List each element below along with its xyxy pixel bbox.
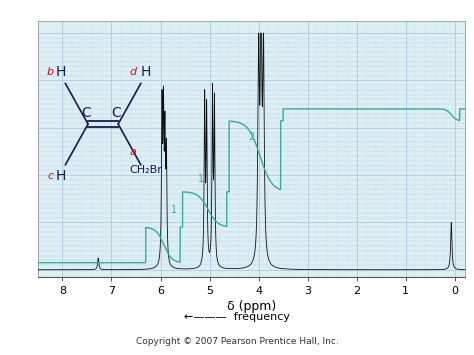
Text: b: b: [47, 67, 54, 77]
Text: d: d: [130, 67, 137, 77]
Text: 1: 1: [198, 174, 204, 184]
Text: H: H: [55, 169, 65, 183]
Text: CH₂Br: CH₂Br: [129, 165, 162, 175]
Text: C: C: [81, 106, 91, 120]
Text: Copyright © 2007 Pearson Prentice Hall, Inc.: Copyright © 2007 Pearson Prentice Hall, …: [136, 337, 338, 346]
Text: H: H: [55, 65, 65, 80]
Text: 1: 1: [171, 205, 177, 215]
Text: c: c: [47, 171, 54, 181]
Text: C: C: [111, 106, 121, 120]
Text: 2: 2: [248, 132, 255, 142]
Text: H: H: [141, 65, 151, 80]
Text: a: a: [130, 147, 137, 157]
Text: ←———  frequency: ←——— frequency: [184, 311, 290, 322]
X-axis label: δ (ppm): δ (ppm): [227, 300, 276, 313]
